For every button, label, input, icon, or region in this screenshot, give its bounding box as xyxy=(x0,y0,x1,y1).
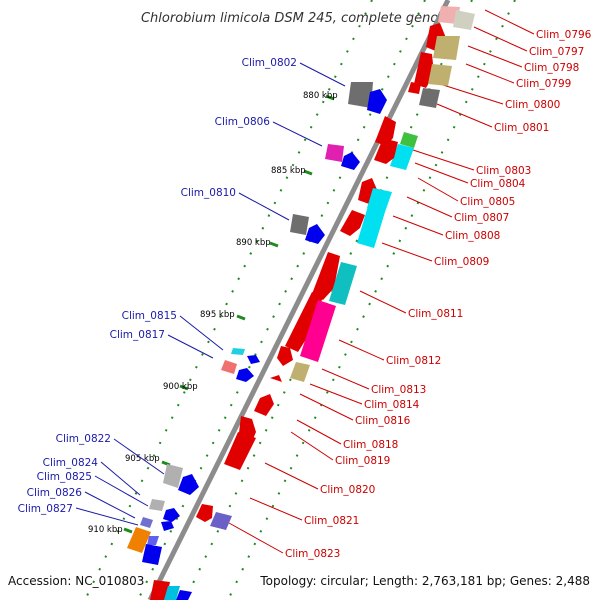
gene-0812a xyxy=(285,292,323,352)
gene-label[interactable]: Clim_0826 xyxy=(27,487,83,499)
gene-0827b xyxy=(127,527,151,553)
gene-0818 xyxy=(254,394,274,416)
gene-clim-0810 xyxy=(290,214,309,235)
gene-clim-0806 xyxy=(325,144,344,162)
gene-0821a xyxy=(196,504,213,522)
scale-label: 880 kbp xyxy=(303,91,338,101)
gene-label[interactable]: Clim_0800 xyxy=(505,99,560,111)
gene-0814 xyxy=(290,362,310,382)
gene-0823 xyxy=(150,580,170,600)
left-leader-lines xyxy=(75,62,346,526)
genome-backbone xyxy=(147,0,451,600)
gene-0803b xyxy=(400,132,418,148)
gene-0816 xyxy=(270,375,282,382)
gene-label[interactable]: Clim_0805 xyxy=(460,196,515,208)
gene-label[interactable]: Clim_0798 xyxy=(524,62,579,74)
gene-label[interactable]: Clim_0803 xyxy=(476,165,531,177)
gene-label[interactable]: Clim_0808 xyxy=(445,230,500,242)
gene-label[interactable]: Clim_0810 xyxy=(181,187,236,199)
gene-label[interactable]: Clim_0815 xyxy=(122,310,177,322)
gene-label[interactable]: Clim_0827 xyxy=(18,503,73,515)
gene-0805 xyxy=(374,138,398,164)
gene-0827d xyxy=(142,544,162,565)
accession-text: Accession: NC_010803 xyxy=(8,574,145,588)
gene-label[interactable]: Clim_0801 xyxy=(494,122,549,134)
gene-0813 xyxy=(277,346,293,366)
map-title: Chlorobium limicola DSM 245, complete ge… xyxy=(141,11,459,26)
gene-0817b xyxy=(236,368,254,382)
scale-label: 895 kbp xyxy=(200,310,235,320)
left-strand-features xyxy=(127,82,387,565)
gene-label[interactable]: Clim_0806 xyxy=(215,116,271,128)
gene-0823b xyxy=(164,586,180,600)
gene-clim-0827 xyxy=(140,517,153,528)
gene-label[interactable]: Clim_0814 xyxy=(364,399,420,411)
scale-label: 885 kbp xyxy=(271,166,306,176)
gene-0823c xyxy=(176,590,192,600)
gene-0812b xyxy=(300,300,336,362)
gene-label[interactable]: Clim_0799 xyxy=(516,78,571,90)
gene-label[interactable]: Clim_0811 xyxy=(408,308,463,320)
gene-0806b xyxy=(341,152,360,170)
gene-label[interactable]: Clim_0809 xyxy=(434,256,489,268)
right-leader-lines xyxy=(228,9,535,554)
gene-label[interactable]: Clim_0823 xyxy=(285,548,340,560)
scale-label: 890 kbp xyxy=(236,238,271,248)
scale-ticks xyxy=(123,94,335,534)
gene-clim-0802 xyxy=(348,82,373,108)
gene-0797 xyxy=(453,10,475,30)
gene-clim-0817 xyxy=(221,360,237,374)
gene-label[interactable]: Clim_0820 xyxy=(320,484,375,496)
gene-clim-0815 xyxy=(231,348,245,355)
gene-label[interactable]: Clim_0824 xyxy=(43,457,99,469)
gene-0824b xyxy=(163,508,180,522)
gene-0809 xyxy=(340,210,365,236)
gene-0799 xyxy=(433,36,460,60)
gene-clim-0826 xyxy=(161,521,174,531)
gene-label[interactable]: Clim_0807 xyxy=(454,212,509,224)
topology-text: Topology: circular; Length: 2,763,181 bp… xyxy=(260,574,590,588)
gene-label[interactable]: Clim_0796 xyxy=(536,29,592,41)
gene-label[interactable]: Clim_0813 xyxy=(371,384,426,396)
gene-clim-0822 xyxy=(163,464,183,488)
gene-label[interactable]: Clim_0802 xyxy=(242,57,297,69)
gene-label[interactable]: Clim_0817 xyxy=(110,329,165,341)
gene-0815b xyxy=(247,355,260,364)
gene-clim-0824 xyxy=(149,499,165,511)
gene-0822b xyxy=(178,474,199,495)
gene-0801r xyxy=(408,82,421,94)
scale-label: 910 kbp xyxy=(88,525,123,535)
gene-0803a xyxy=(375,116,396,146)
right-gene-labels: Clim_0796 Clim_0797 Clim_0798 Clim_0799 … xyxy=(285,29,592,560)
gene-label[interactable]: Clim_0804 xyxy=(470,178,526,190)
gene-label[interactable]: Clim_0825 xyxy=(37,471,92,483)
gene-0804 xyxy=(390,144,414,170)
gene-0820 xyxy=(224,432,256,470)
gene-0808a xyxy=(367,188,392,212)
gene-0801 xyxy=(419,88,440,108)
gene-0827c xyxy=(147,536,159,545)
gene-label[interactable]: Clim_0812 xyxy=(386,355,441,367)
gene-0808b xyxy=(357,206,385,248)
gene-0800b xyxy=(428,64,452,86)
left-gene-labels: Clim_0802 Clim_0806 Clim_0810 Clim_0815 … xyxy=(18,57,297,515)
gene-label[interactable]: Clim_0821 xyxy=(304,515,359,527)
gene-0811b xyxy=(329,262,357,305)
gene-label[interactable]: Clim_0797 xyxy=(529,46,584,58)
scale-label: 900 kbp xyxy=(163,382,198,392)
gene-0821b xyxy=(210,512,232,530)
gene-label[interactable]: Clim_0819 xyxy=(335,455,390,467)
gene-0810b xyxy=(305,224,325,244)
gene-label[interactable]: Clim_0822 xyxy=(56,433,111,445)
gene-label[interactable]: Clim_0818 xyxy=(343,439,398,451)
gene-label[interactable]: Clim_0816 xyxy=(355,415,411,427)
right-strand-features xyxy=(150,6,475,600)
gene-0802b xyxy=(367,89,387,114)
